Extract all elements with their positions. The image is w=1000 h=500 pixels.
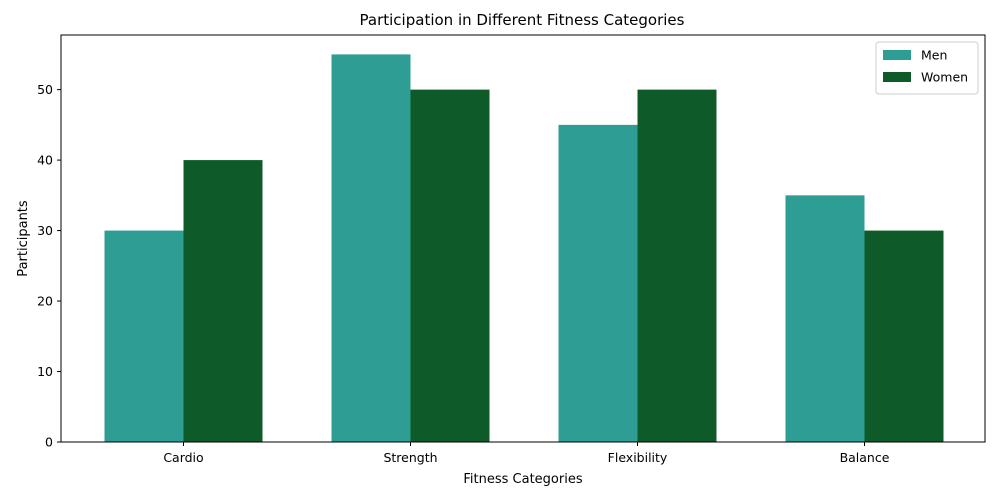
x-tick-label: Cardio (163, 450, 203, 465)
bar-men-balance (785, 195, 865, 442)
x-tick-label: Strength (383, 450, 437, 465)
bar-men-flexibility (558, 124, 638, 442)
x-axis-label: Fitness Categories (463, 472, 582, 487)
y-tick-label: 0 (45, 435, 53, 450)
y-tick-label: 20 (37, 294, 53, 309)
bar-women-cardio (183, 160, 263, 442)
y-axis-ticks: 0 10 20 30 40 50 (37, 82, 61, 450)
legend-swatch-women (883, 72, 911, 82)
y-tick-label: 40 (37, 153, 53, 168)
legend-swatch-men (883, 50, 911, 60)
legend: Men Women (875, 41, 979, 95)
bar-women-strength (410, 89, 490, 442)
plot-frame (60, 34, 986, 443)
chart-title: Participation in Different Fitness Categ… (360, 11, 685, 29)
y-tick-label: 50 (37, 82, 53, 97)
bar-women-flexibility (637, 89, 717, 442)
legend-label-men: Men (921, 48, 947, 63)
x-tick-label: Balance (840, 450, 890, 465)
bar-men-cardio (104, 230, 184, 442)
bar-women-balance (864, 230, 944, 442)
y-tick-label: 10 (37, 364, 53, 379)
bars-group (104, 54, 944, 442)
y-axis-label: Participants (16, 200, 31, 277)
legend-label-women: Women (921, 70, 968, 85)
x-tick-label: Flexibility (608, 450, 668, 465)
x-axis-ticks: Cardio Strength Flexibility Balance (163, 442, 890, 465)
y-tick-label: 30 (37, 223, 53, 238)
bar-men-strength (331, 54, 411, 442)
